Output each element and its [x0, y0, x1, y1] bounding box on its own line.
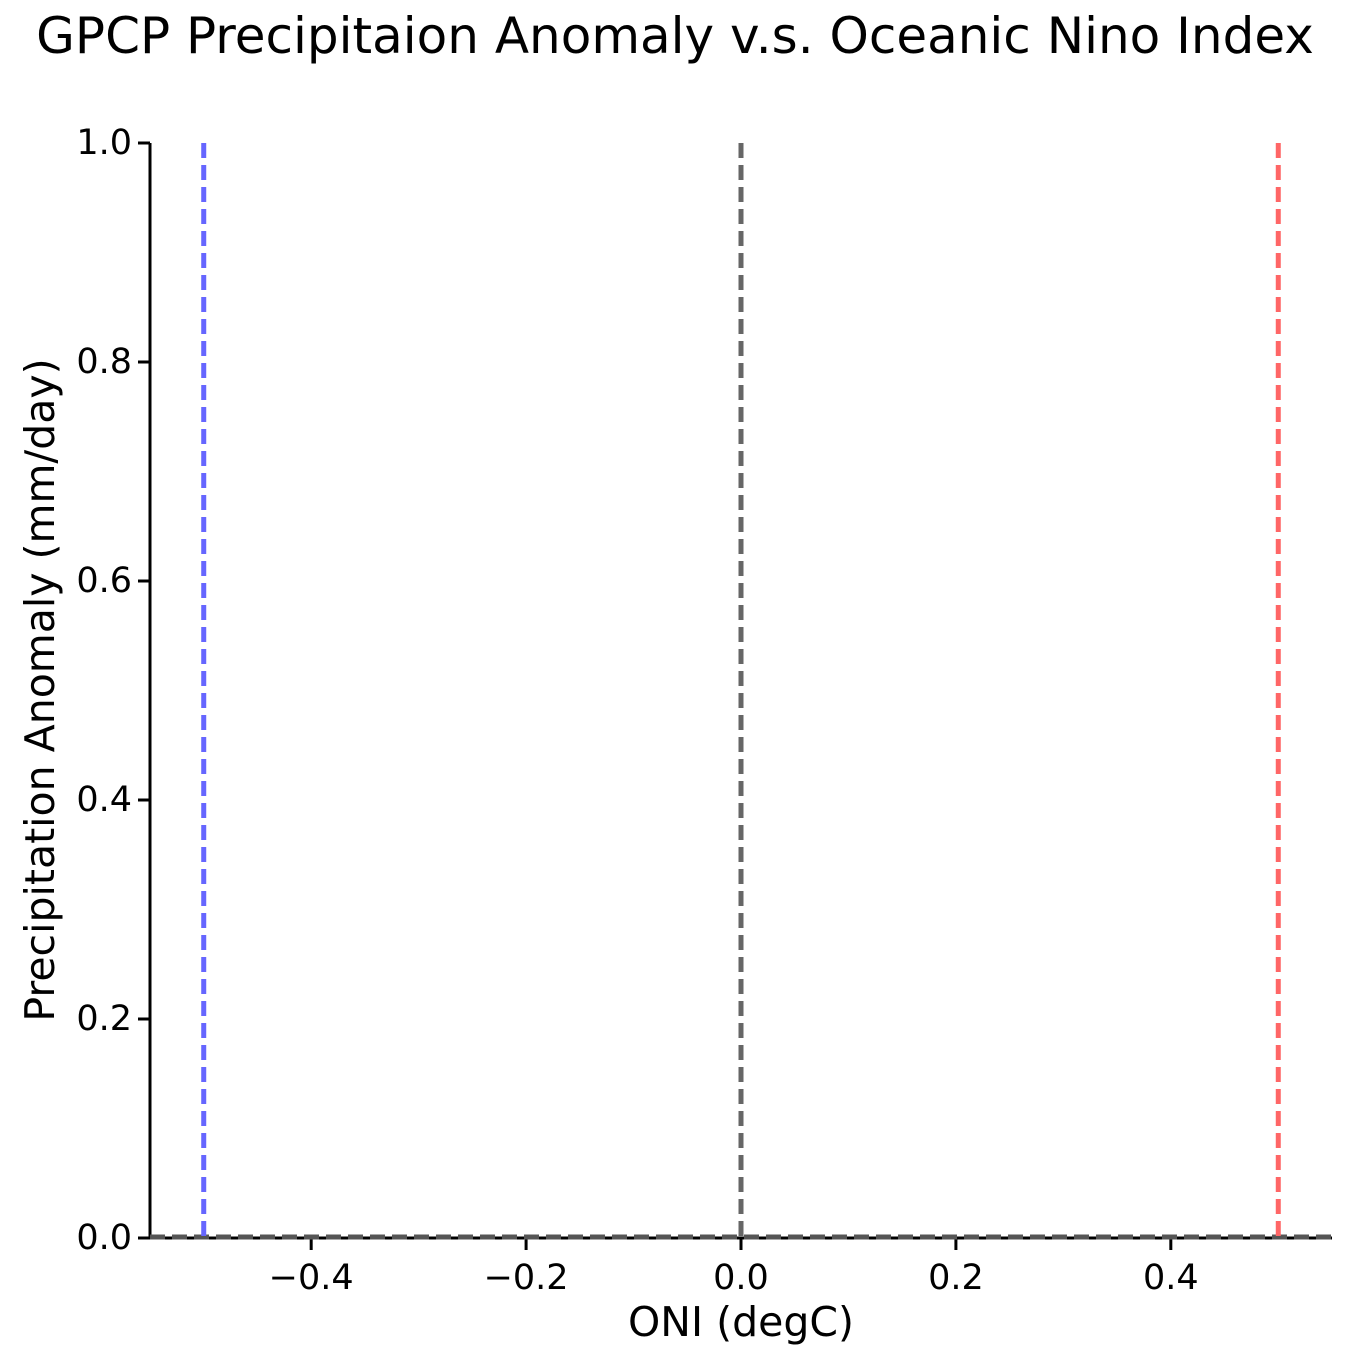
- x-tick-label: 0.4: [1142, 1258, 1199, 1298]
- y-tick-label: 0.4: [76, 780, 132, 820]
- y-tick-label: 1.0: [76, 123, 132, 163]
- y-tick-label: 0.2: [76, 999, 132, 1039]
- x-tick-label: 0.2: [928, 1258, 984, 1298]
- x-axis-label: ONI (degC): [628, 1298, 854, 1346]
- x-tick-label: −0.4: [268, 1258, 354, 1298]
- chart-title: GPCP Precipitaion Anomaly v.s. Oceanic N…: [36, 7, 1314, 65]
- x-tick-label: 0.0: [713, 1258, 769, 1298]
- y-tick-label: 0.8: [76, 342, 132, 382]
- y-tick-label: 0.6: [76, 561, 132, 601]
- y-tick-label: 0.0: [76, 1218, 132, 1258]
- x-tick-label: −0.2: [483, 1258, 569, 1298]
